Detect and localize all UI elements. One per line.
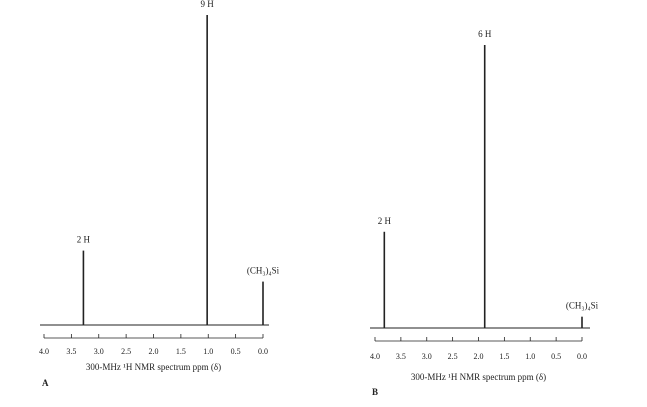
x-tick-label: 3.0 [422,352,432,361]
peak-label: 9 H [201,0,215,9]
x-tick-label: 2.0 [149,347,159,356]
peak-label: 2 H [77,235,91,245]
x-tick-label: 0.0 [258,347,268,356]
x-tick-label: 0.0 [577,352,587,361]
x-tick-label: 1.5 [499,352,509,361]
x-tick-label: 3.5 [66,347,76,356]
peak-label: 2 H [378,216,392,226]
peak-label: (CH₃)₄Si [247,266,280,276]
x-tick-label: 1.0 [525,352,535,361]
x-tick-label: 4.0 [370,352,380,361]
x-axis-label: 300-MHz ¹H NMR spectrum ppm (δ) [411,372,546,382]
x-tick-label: 3.0 [94,347,104,356]
x-tick-label: 2.5 [121,347,131,356]
x-tick-label: 3.5 [396,352,406,361]
x-tick-label: 2.0 [474,352,484,361]
x-tick-label: 1.5 [176,347,186,356]
x-tick-label: 2.5 [448,352,458,361]
peak-label: 6 H [478,29,492,39]
panel-label: B [372,387,378,397]
x-tick-label: 0.5 [231,347,241,356]
x-tick-label: 0.5 [551,352,561,361]
panel-label: A [42,378,49,388]
x-tick-label: 4.0 [39,347,49,356]
x-axis-label: 300-MHz ¹H NMR spectrum ppm (δ) [86,362,221,372]
peak-label: (CH₃)₄Si [566,301,599,311]
x-tick-label: 1.0 [203,347,213,356]
